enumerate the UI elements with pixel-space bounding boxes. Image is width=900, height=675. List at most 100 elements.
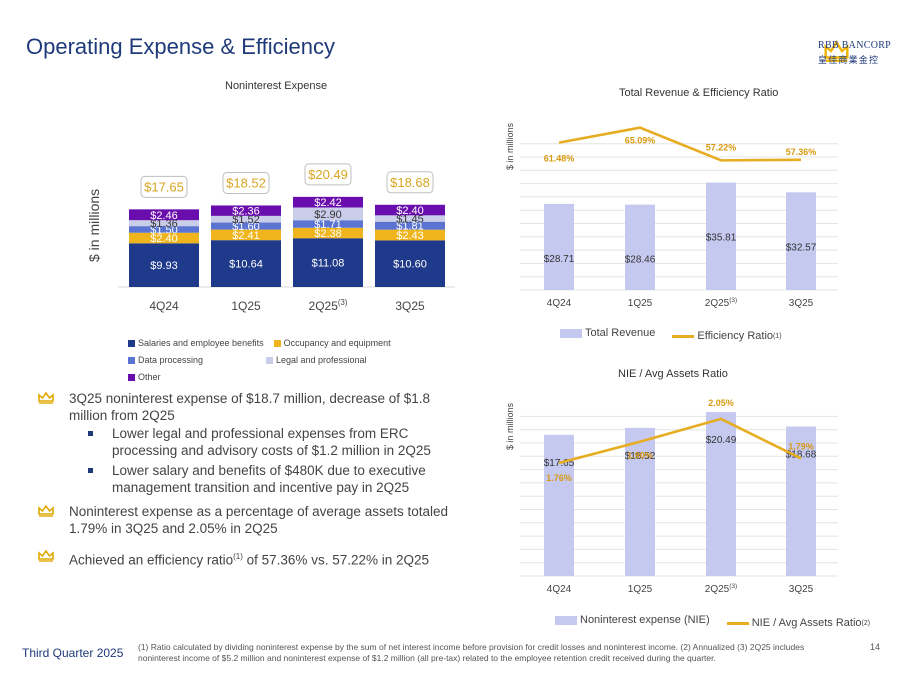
chart-title-nie: Noninterest Expense bbox=[225, 80, 328, 92]
bar-segment bbox=[211, 222, 281, 230]
logo-name: RBB BANCORP bbox=[818, 40, 892, 51]
bar-segment bbox=[293, 196, 363, 208]
segment-label: $1.52 bbox=[232, 214, 260, 226]
bar-segment bbox=[129, 243, 199, 287]
segment-label: $2.90 bbox=[314, 209, 342, 221]
bar-value-label: $28.71 bbox=[544, 254, 575, 265]
bar-value-label: $32.57 bbox=[786, 242, 817, 253]
segment-label: $2.38 bbox=[314, 228, 342, 240]
ratio-label: 1.79% bbox=[788, 441, 814, 451]
crown-bullet-icon bbox=[38, 549, 54, 562]
legend-item-other: Other bbox=[128, 372, 161, 382]
x-tick-label: 1Q25 bbox=[628, 584, 653, 595]
segment-label: $2.41 bbox=[232, 230, 260, 242]
bar bbox=[544, 434, 574, 576]
footnote: (1) Ratio calculated by dividing noninte… bbox=[138, 642, 805, 663]
segment-label: $10.64 bbox=[229, 259, 263, 271]
x-tick-label: 2Q25(3) bbox=[309, 298, 348, 313]
segment-label: $1.81 bbox=[396, 221, 424, 233]
ratio-label: 57.22% bbox=[706, 142, 737, 152]
ratio-label: 1.90% bbox=[627, 451, 653, 461]
page-number: 14 bbox=[870, 642, 881, 652]
bar-segment bbox=[129, 226, 199, 233]
total-label: $18.52 bbox=[226, 175, 266, 190]
page-title: Operating Expense & Efficiency bbox=[26, 34, 335, 59]
bar-segment bbox=[293, 220, 363, 228]
ratio-label: 2.05% bbox=[708, 398, 734, 408]
segment-label: $1.36 bbox=[150, 218, 178, 230]
total-box bbox=[222, 171, 270, 194]
bar bbox=[625, 204, 655, 290]
x-tick-label: 1Q25 bbox=[231, 299, 261, 313]
legend-nie-ratio: Noninterest expense (NIE) NIE / Avg Asse… bbox=[555, 614, 880, 629]
bar-segment bbox=[375, 204, 445, 216]
crown-bullet-icon bbox=[38, 504, 54, 517]
bar-segment bbox=[211, 215, 281, 223]
x-tick-label: 2Q25(3) bbox=[705, 583, 737, 595]
bar-segment bbox=[129, 232, 199, 244]
segment-label: $2.46 bbox=[150, 210, 178, 222]
segment-label: $2.43 bbox=[396, 230, 424, 242]
segment-label: $1.71 bbox=[314, 219, 342, 231]
ratio-label: 65.09% bbox=[625, 136, 656, 146]
legend-item-total-revenue: Total Revenue bbox=[560, 327, 655, 339]
bar bbox=[706, 182, 736, 290]
bar-segment bbox=[375, 221, 445, 230]
bar-segment bbox=[293, 227, 363, 239]
total-box bbox=[140, 175, 188, 198]
x-tick-label: 4Q24 bbox=[149, 299, 179, 313]
crown-bullet-icon bbox=[38, 391, 54, 404]
bar bbox=[706, 412, 736, 576]
ratio-label: 61.48% bbox=[544, 154, 575, 164]
bar bbox=[625, 427, 655, 576]
total-label: $18.68 bbox=[390, 175, 430, 190]
x-tick-label: 2Q25(3) bbox=[705, 297, 737, 309]
x-tick-label: 3Q25 bbox=[789, 298, 814, 309]
total-label: $17.65 bbox=[144, 179, 184, 194]
logo-name-chinese: 皇佳商業金控 bbox=[818, 55, 880, 65]
x-tick-label: 3Q25 bbox=[789, 584, 814, 595]
segment-label: $2.40 bbox=[396, 205, 424, 217]
x-tick-label: 3Q25 bbox=[395, 299, 425, 313]
legend-item-occupancy: Occupancy and equipment bbox=[273, 338, 391, 348]
x-tick-label: 4Q24 bbox=[547, 584, 572, 595]
x-tick-label: 1Q25 bbox=[628, 298, 653, 309]
total-box bbox=[386, 171, 434, 194]
bar-segment bbox=[293, 207, 363, 221]
segment-label: $10.60 bbox=[393, 259, 427, 271]
legend-item-nie: Noninterest expense (NIE) bbox=[555, 614, 710, 626]
segment-label: $2.36 bbox=[232, 206, 260, 218]
legend-item-data-processing: Data processing bbox=[128, 355, 256, 365]
bar-value-label: $28.46 bbox=[625, 255, 656, 266]
legend-item-efficiency-ratio: Efficiency Ratio (1) bbox=[672, 330, 782, 342]
chart-title-revenue: Total Revenue & Efficiency Ratio bbox=[619, 87, 779, 99]
total-box bbox=[304, 163, 352, 186]
bar-value-label: $20.49 bbox=[706, 435, 737, 446]
crown-icon bbox=[824, 40, 849, 62]
segment-label: $1.45 bbox=[396, 214, 424, 226]
bar-segment bbox=[211, 229, 281, 241]
bar bbox=[786, 426, 816, 576]
bar-segment bbox=[375, 240, 445, 287]
bar bbox=[786, 192, 816, 290]
legend-item-legal: Legal and professional bbox=[266, 355, 367, 365]
chart-title-nie-ratio: NIE / Avg Assets Ratio bbox=[618, 368, 728, 380]
segment-label: $9.93 bbox=[150, 260, 178, 272]
bar-segment bbox=[211, 240, 281, 287]
bar-value-label: $35.81 bbox=[706, 233, 737, 244]
bar-segment bbox=[129, 209, 199, 221]
bar-segment bbox=[211, 205, 281, 216]
ratio-line bbox=[558, 417, 802, 465]
x-tick-label: 4Q24 bbox=[547, 298, 572, 309]
legend-item-nie-ratio: NIE / Avg Assets Ratio (2) bbox=[726, 617, 870, 629]
ratio-label: 57.36% bbox=[786, 147, 817, 157]
segment-label: $1.60 bbox=[232, 221, 260, 233]
bar-segment bbox=[375, 215, 445, 222]
bar-segment bbox=[375, 229, 445, 241]
footer-quarter-label: Third Quarter 2025 bbox=[22, 646, 124, 660]
segment-label: $2.40 bbox=[150, 233, 178, 245]
bar bbox=[544, 203, 574, 290]
bar-segment bbox=[129, 220, 199, 227]
